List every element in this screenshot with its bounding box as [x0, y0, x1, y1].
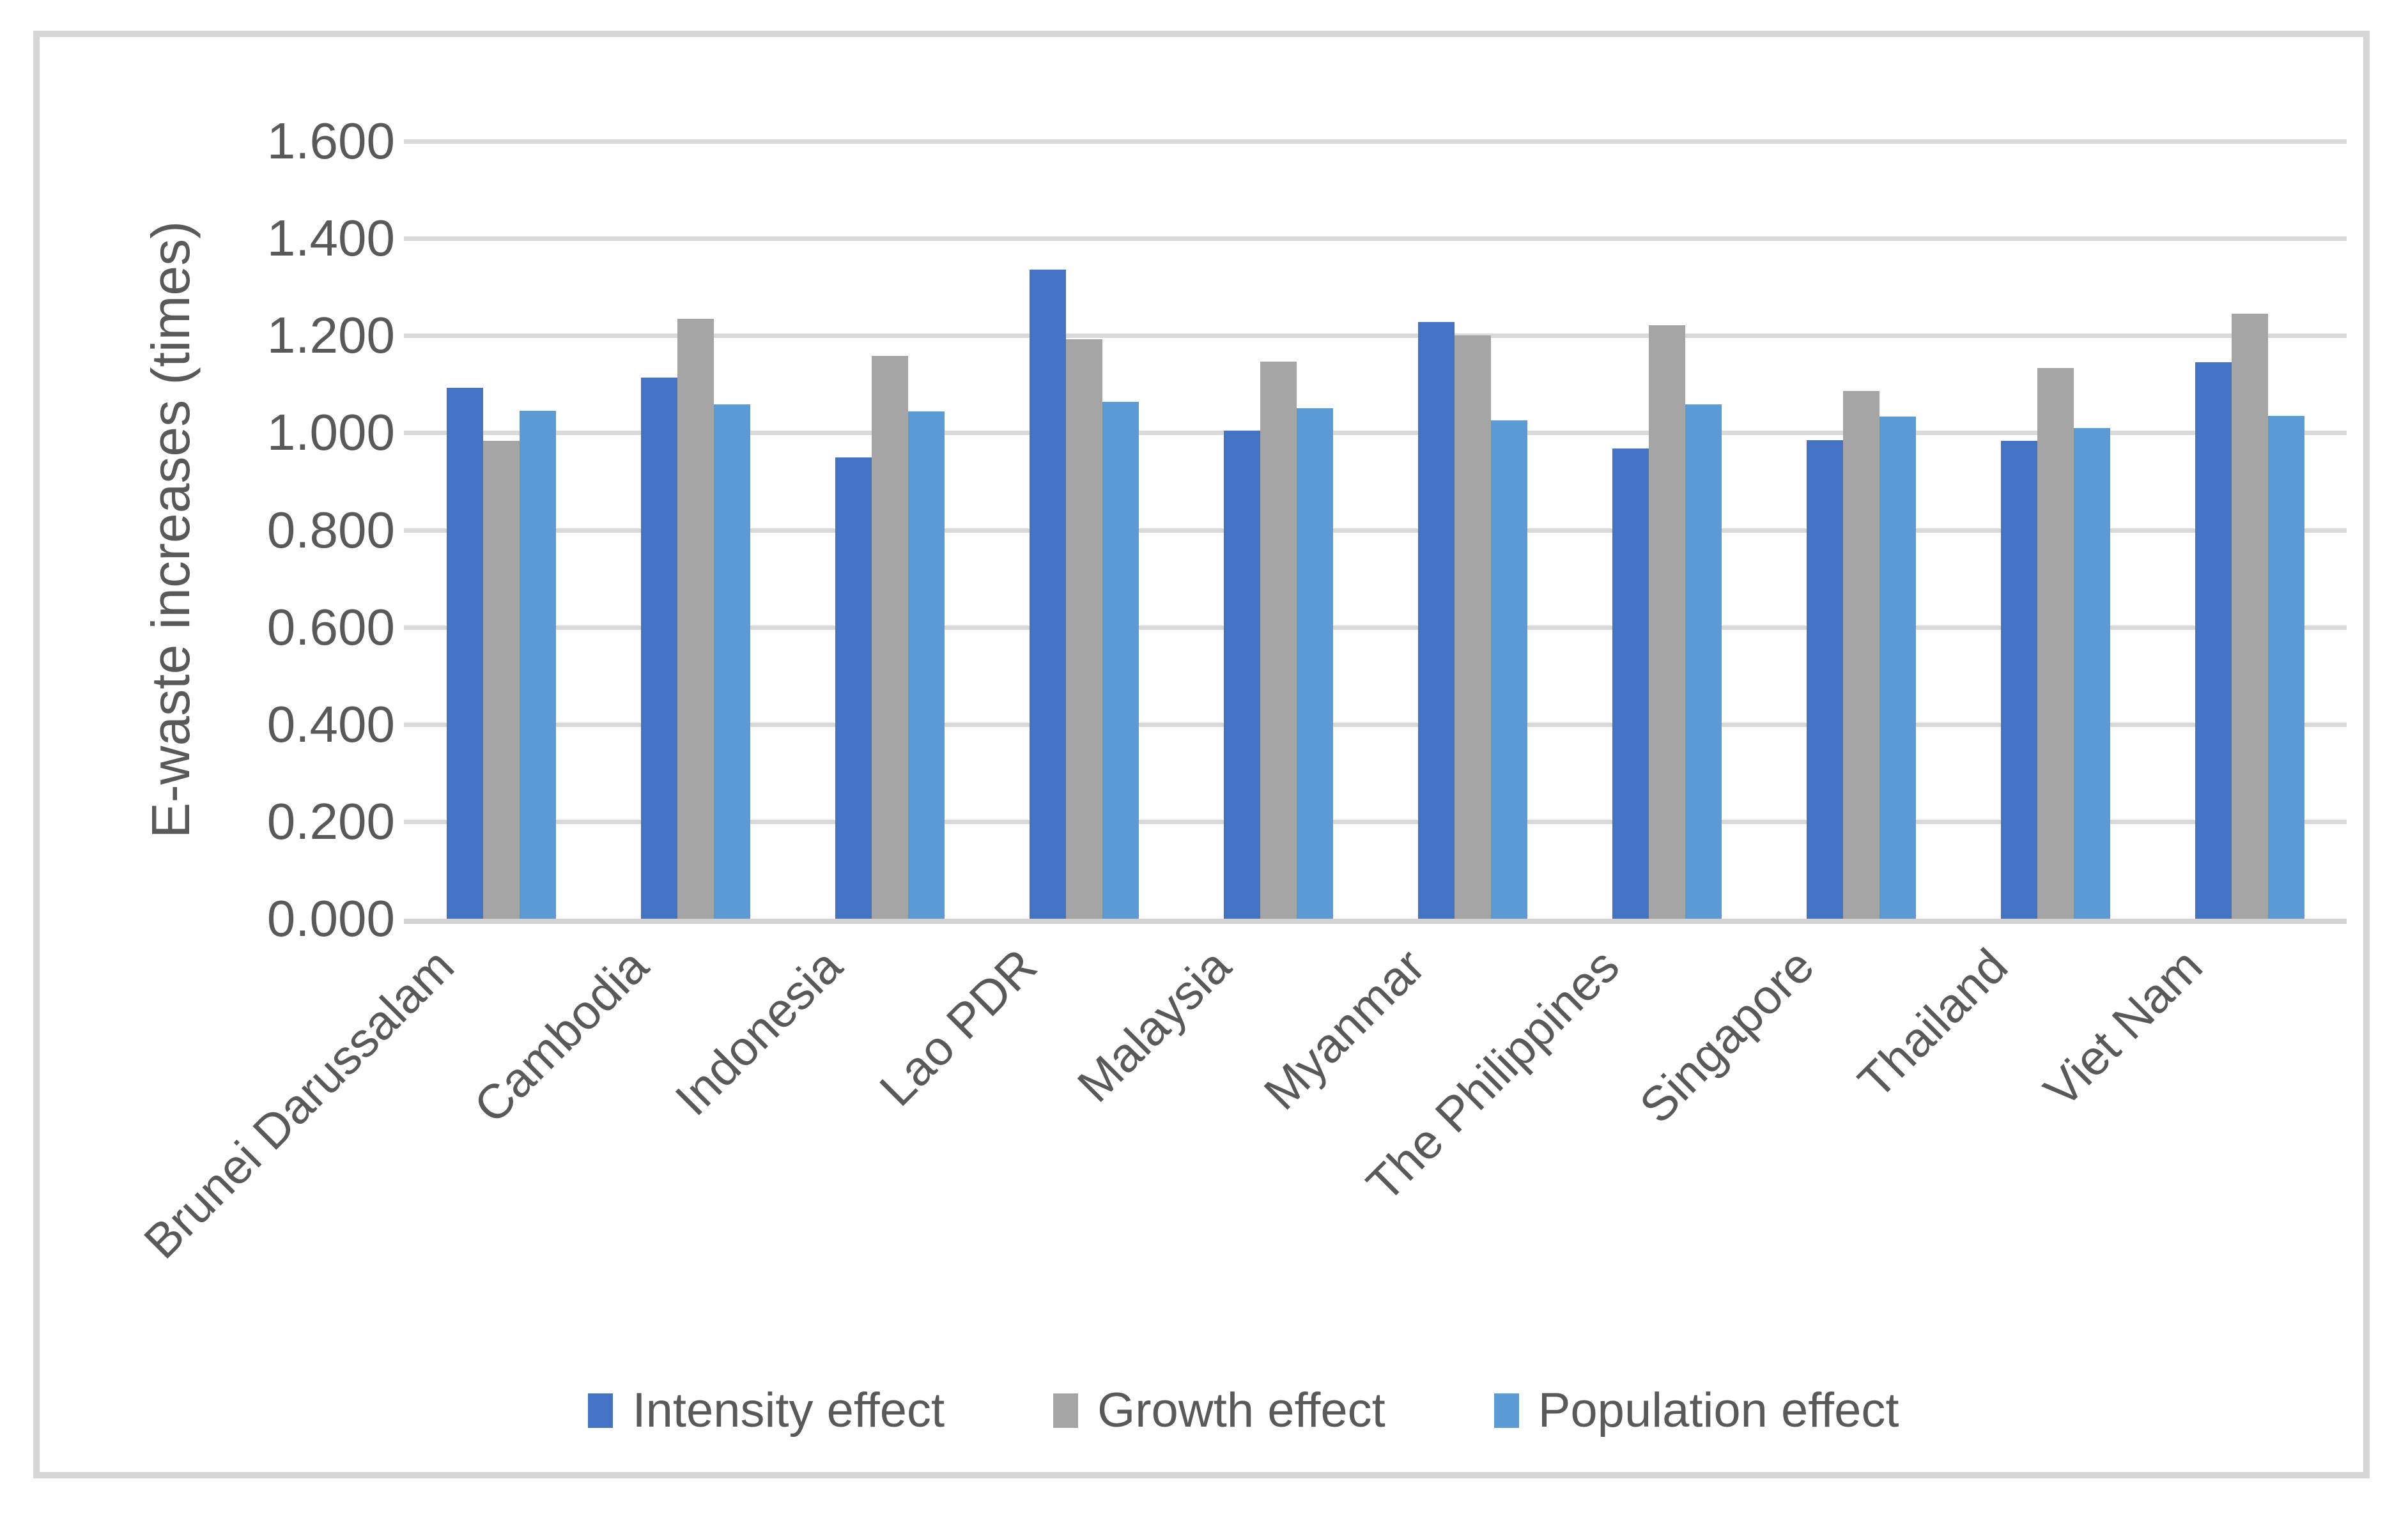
bar-intensity-effect-viet-nam — [2195, 362, 2232, 919]
bar-intensity-effect-cambodia — [641, 378, 677, 919]
category-label: Malaysia — [1067, 939, 1242, 1113]
category-label: Singapore — [1629, 939, 1825, 1134]
bar-growth-effect-viet-nam — [2232, 314, 2268, 919]
category-label: Cambodia — [463, 939, 659, 1134]
bar-growth-effect-the-philippines — [1649, 325, 1685, 919]
category-label: Brunei Darussalam — [134, 939, 465, 1269]
category-label: Lao PDR — [869, 939, 1047, 1117]
bar-growth-effect-cambodia — [677, 319, 714, 919]
gridline — [404, 236, 2347, 241]
y-tick-label: 0.200 — [266, 792, 395, 850]
bar-population-effect-thailand — [2074, 428, 2110, 919]
legend-swatch-growth-effect — [1053, 1393, 1079, 1428]
bar-population-effect-singapore — [1879, 417, 1916, 919]
legend-swatch-population-effect — [1493, 1393, 1519, 1428]
category-label: Thailand — [1848, 939, 2019, 1109]
bar-intensity-effect-the-philippines — [1612, 448, 1649, 919]
bar-growth-effect-singapore — [1843, 391, 1879, 919]
bar-population-effect-myanmar — [1491, 420, 1527, 919]
bar-population-effect-malaysia — [1297, 408, 1333, 919]
bar-population-effect-lao-pdr — [1102, 402, 1139, 919]
gridline — [404, 139, 2347, 144]
bar-intensity-effect-singapore — [1807, 440, 1843, 919]
gridline — [404, 722, 2347, 727]
chart-frame: E-waste increases (times) 0.000 0.200 0.40… — [33, 31, 2370, 1478]
category-label: Myanmar — [1254, 939, 1436, 1121]
y-tick-label: 1.600 — [266, 112, 395, 169]
bar-intensity-effect-brunei-darussalam — [447, 388, 483, 919]
bar-growth-effect-thailand — [2037, 368, 2074, 919]
x-axis-line — [404, 919, 2347, 924]
bar-growth-effect-brunei-darussalam — [483, 441, 520, 919]
legend: Intensity effect Growth effect Population … — [79, 1369, 2408, 1452]
bar-growth-effect-lao-pdr — [1066, 339, 1102, 919]
legend-item-intensity-effect: Intensity effect — [588, 1382, 945, 1439]
legend-item-population-effect: Population effect — [1493, 1382, 1899, 1439]
legend-item-growth-effect: Growth effect — [1053, 1382, 1385, 1439]
bar-intensity-effect-myanmar — [1418, 322, 1455, 919]
bar-intensity-effect-indonesia — [835, 457, 872, 919]
y-tick-label: 1.400 — [266, 210, 395, 267]
gridline — [404, 625, 2347, 630]
y-tick-label: 0.000 — [266, 890, 395, 947]
bar-growth-effect-myanmar — [1455, 335, 1491, 919]
gridline — [404, 528, 2347, 533]
bar-intensity-effect-malaysia — [1224, 431, 1260, 919]
y-tick-label: 0.800 — [266, 501, 395, 558]
y-tick-label: 0.400 — [266, 695, 395, 753]
category-label: Viet Nam — [2034, 939, 2213, 1118]
gridline — [404, 819, 2347, 824]
legend-label: Growth effect — [1097, 1383, 1385, 1438]
bar-population-effect-indonesia — [908, 411, 945, 919]
y-tick-label: 1.200 — [266, 307, 395, 364]
legend-swatch-intensity-effect — [588, 1393, 614, 1428]
y-tick-label: 0.600 — [266, 598, 395, 656]
bar-population-effect-brunei-darussalam — [520, 411, 556, 919]
gridline — [404, 431, 2347, 436]
y-tick-label: 1.000 — [266, 404, 395, 461]
legend-label: Population effect — [1538, 1383, 1899, 1438]
gridline — [404, 334, 2347, 339]
bar-growth-effect-malaysia — [1260, 362, 1297, 919]
legend-label: Intensity effect — [632, 1383, 945, 1438]
bar-population-effect-the-philippines — [1685, 404, 1722, 919]
category-label: Indonesia — [665, 939, 853, 1126]
bar-intensity-effect-lao-pdr — [1030, 270, 1066, 919]
bar-growth-effect-indonesia — [872, 356, 908, 919]
plot-area — [404, 139, 2347, 924]
bar-population-effect-cambodia — [714, 404, 750, 919]
bar-intensity-effect-thailand — [2001, 441, 2037, 919]
bar-population-effect-viet-nam — [2268, 416, 2304, 919]
